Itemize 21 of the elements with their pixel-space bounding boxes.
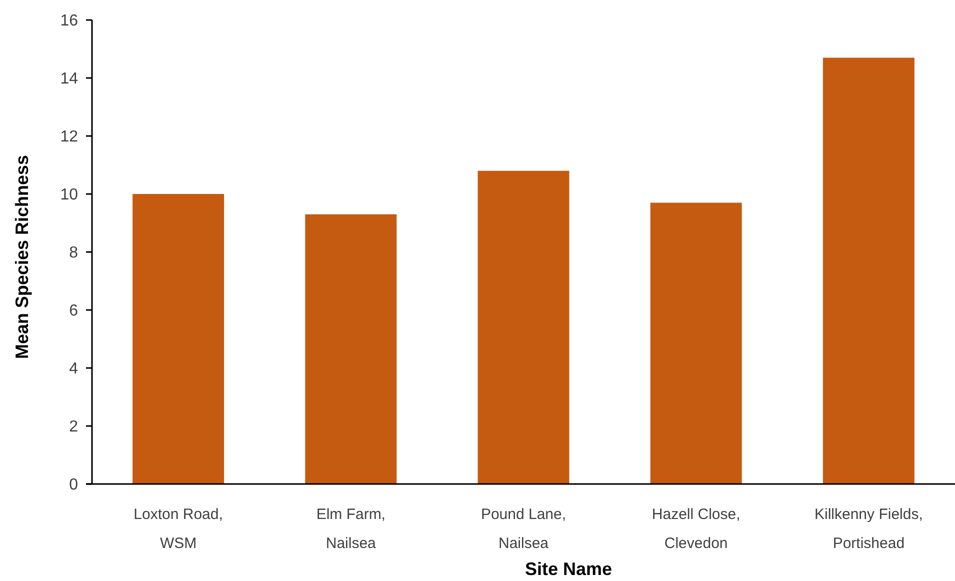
y-tick-label: 0 — [69, 476, 78, 494]
bar — [822, 58, 914, 484]
y-tick-label: 10 — [60, 186, 78, 204]
x-axis-title: Site Name — [524, 559, 612, 579]
y-axis-title: Mean Species Richness — [12, 154, 32, 360]
y-tick-label: 14 — [60, 70, 78, 88]
bar — [305, 214, 397, 484]
bar — [478, 170, 570, 484]
y-tick-label: 6 — [69, 302, 78, 320]
x-tick-label: Elm Farm, Nailsea — [316, 506, 386, 552]
x-tick-label: Killkenny Fields, Portishead — [814, 506, 923, 552]
x-tick-label: Loxton Road, WSM — [134, 506, 223, 552]
y-tick-label: 12 — [60, 128, 78, 146]
x-tick-label: Hazell Close, Clevedon — [652, 506, 740, 552]
y-tick-label: 16 — [60, 12, 78, 30]
bar — [132, 194, 224, 484]
x-tick-label: Pound Lane, Nailsea — [480, 506, 566, 552]
y-tick-label: 2 — [69, 418, 78, 436]
y-tick-label: 4 — [69, 360, 78, 378]
y-tick-label: 8 — [69, 244, 78, 262]
bar — [650, 202, 742, 484]
